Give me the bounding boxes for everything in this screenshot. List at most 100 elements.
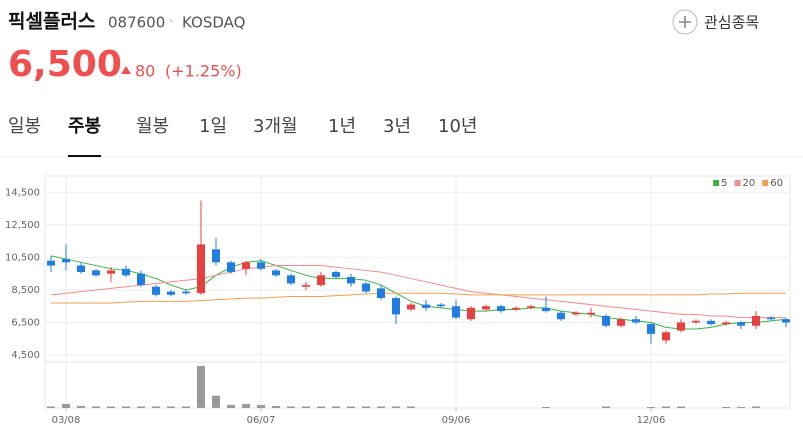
volume-bar xyxy=(662,406,670,408)
candle-body xyxy=(302,285,310,287)
candle-body xyxy=(482,306,490,310)
up-arrow xyxy=(121,66,131,74)
candle-body xyxy=(572,312,580,315)
candle-body xyxy=(77,265,85,273)
volume-bar xyxy=(347,406,355,408)
volume-bar xyxy=(407,406,415,408)
x-tick-label: 03/08 xyxy=(52,415,81,426)
tab[interactable]: 3년 xyxy=(383,116,411,137)
legend-swatch xyxy=(762,180,769,186)
candle-body xyxy=(632,319,640,323)
chart: 4,500 6,500 8,500 10,500 12,500 14,500 03/08 06… xyxy=(5,175,791,426)
candle-body xyxy=(317,275,325,286)
volume-bar xyxy=(62,403,70,408)
candle-body xyxy=(377,288,385,299)
y-tick-label: 10,500 xyxy=(5,252,40,263)
volume-bar xyxy=(542,406,550,408)
candle-body xyxy=(692,320,700,323)
y-tick-label: 6,500 xyxy=(11,317,40,328)
x-tick-label: 12/06 xyxy=(637,415,666,426)
volume-bar xyxy=(122,406,130,408)
candle-body xyxy=(587,312,595,315)
candle-body xyxy=(137,273,145,286)
volume-bar xyxy=(362,406,370,408)
volume-bar xyxy=(152,406,160,408)
legend-label: 60 xyxy=(770,178,783,189)
candle-body xyxy=(662,332,670,341)
tab[interactable]: 10년 xyxy=(438,116,477,137)
candle-body xyxy=(542,307,550,312)
candle-body xyxy=(152,286,160,295)
candle-body xyxy=(182,291,190,294)
volume-bar xyxy=(197,366,205,408)
candle-body xyxy=(737,322,745,326)
watch-label[interactable]: 관심종목 xyxy=(704,14,759,32)
candle-body xyxy=(167,291,175,295)
candle-body xyxy=(122,268,130,276)
tabs: 일봉 주봉 월봉 1일 3개월 1년 3년 10년 xyxy=(0,116,803,158)
change-pct: (+1.25%) xyxy=(165,62,242,81)
volume-bar xyxy=(677,406,685,408)
y-tick-label: 4,500 xyxy=(11,350,40,361)
volume-bar xyxy=(332,406,340,408)
volume-bar xyxy=(212,395,220,408)
candle-body xyxy=(677,322,685,331)
candle-body xyxy=(212,249,220,263)
candle-body xyxy=(107,270,115,274)
volume-bar xyxy=(77,405,85,408)
candle-body xyxy=(272,270,280,276)
separator: · xyxy=(169,15,173,30)
candle-body xyxy=(347,276,355,284)
candle-body xyxy=(227,262,235,273)
candle-body xyxy=(512,307,520,310)
change: 80 xyxy=(135,62,155,81)
tab[interactable]: 3개월 xyxy=(253,116,298,137)
volume-bar xyxy=(752,406,760,408)
volume-bar xyxy=(737,406,745,408)
candle-body xyxy=(602,315,610,326)
legend-swatch xyxy=(713,180,720,186)
candle-body xyxy=(92,270,100,276)
volume-bar xyxy=(317,406,325,408)
candle-body xyxy=(197,244,205,294)
candle-body xyxy=(752,315,760,326)
candle-body xyxy=(62,259,70,263)
market: KOSDAQ xyxy=(182,14,245,32)
candle-body xyxy=(527,306,535,308)
volume-bar xyxy=(287,406,295,408)
y-tick-label: 12,500 xyxy=(5,220,40,231)
volume-bar xyxy=(647,406,655,408)
volume-bar xyxy=(392,406,400,408)
candle-body xyxy=(647,324,655,334)
candle-body xyxy=(392,298,400,315)
tab[interactable]: 1일 xyxy=(199,116,227,137)
volume-bar xyxy=(137,406,145,408)
volume-bar xyxy=(242,403,250,408)
volume-bar xyxy=(107,406,115,408)
ma-line xyxy=(50,255,787,330)
y-tick-label: 14,500 xyxy=(5,187,40,198)
tab[interactable]: 1년 xyxy=(328,116,356,137)
candle-body xyxy=(47,260,55,266)
candle-body xyxy=(767,317,775,320)
legend-swatch xyxy=(734,180,741,186)
x-tick-label: 06/07 xyxy=(247,415,276,426)
stock-name: 픽셀플러스 xyxy=(8,11,95,33)
candle-body xyxy=(437,304,445,307)
watch-button[interactable]: 관심종목 xyxy=(672,9,759,35)
tab[interactable]: 주봉 xyxy=(68,116,101,137)
candle-body xyxy=(362,283,370,292)
legend-label: 5 xyxy=(721,178,727,189)
volume-bar xyxy=(722,406,730,408)
tab[interactable]: 일봉 xyxy=(8,116,41,137)
volume-bar xyxy=(257,404,265,408)
volume-bar xyxy=(167,406,175,408)
ma-line xyxy=(51,292,786,304)
candle-body xyxy=(782,319,790,323)
tab[interactable]: 월봉 xyxy=(136,116,169,137)
candle-body xyxy=(287,275,295,284)
candle-body xyxy=(407,304,415,310)
candle-body xyxy=(557,312,565,320)
